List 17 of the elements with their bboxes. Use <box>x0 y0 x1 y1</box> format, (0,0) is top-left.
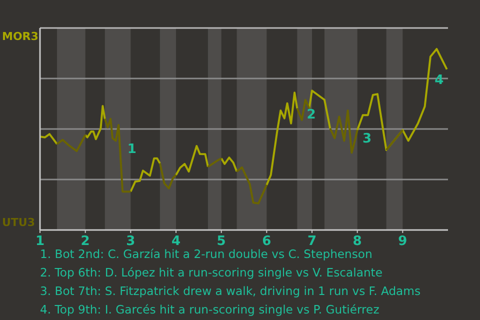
text: 4. Top 9th: I. Garcés hit a run-scoring single vs P. Gutiérrez <box>40 302 380 316</box>
text: 2. Top 6th: D. López hit a run-scoring single vs V. Escalante <box>40 266 382 280</box>
annotation: 1 <box>127 142 136 157</box>
x-tick-label: 9 <box>398 234 408 249</box>
x-tick-label: 7 <box>307 234 317 249</box>
text: MOR3 <box>2 30 38 43</box>
x-tick-label: 3 <box>126 234 136 249</box>
x-tick-label: 5 <box>216 234 226 249</box>
x-tick-label: 6 <box>262 234 272 249</box>
x-tick-label: 1 <box>35 234 45 249</box>
text: 1. Bot 2nd: C. Garzía hit a 2-run double vs C. Stephenson <box>40 247 372 261</box>
annotation: 3 <box>362 132 372 147</box>
x-tick-label: 8 <box>352 234 362 249</box>
x-tick-label: 4 <box>171 234 181 249</box>
x-tick-label: 2 <box>80 234 90 249</box>
annotation: 2 <box>306 107 316 122</box>
text: 3. Bot 7th: S. Fitzpatrick drew a walk, driving in 1 run vs F. Adams <box>40 284 420 298</box>
